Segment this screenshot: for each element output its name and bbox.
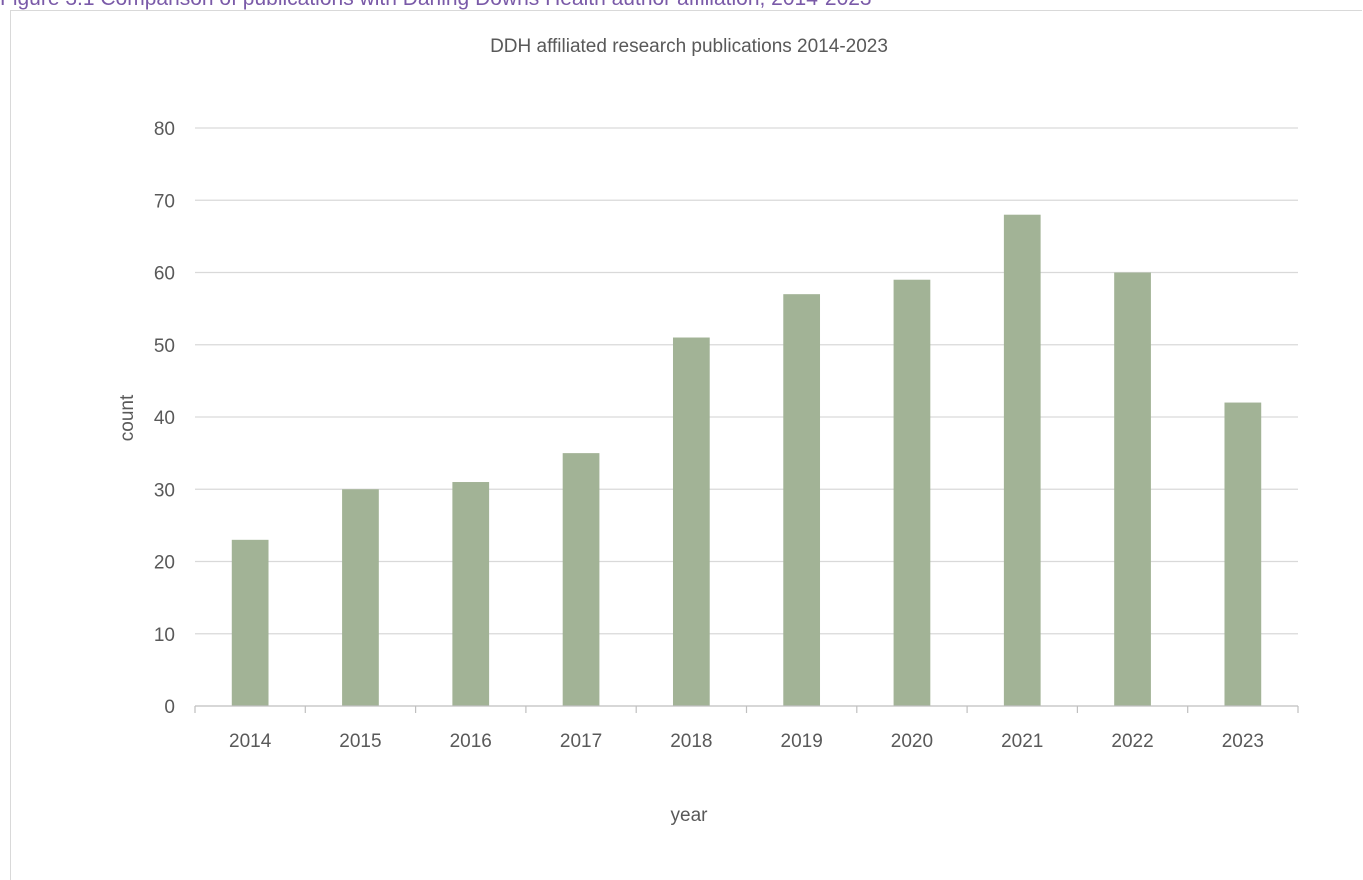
figure-caption: Figure 3.1 Comparison of publications wi…: [0, 0, 1363, 10]
y-tick-label: 20: [154, 553, 175, 574]
x-tick-label: 2022: [1111, 731, 1153, 752]
bars: [231, 214, 1262, 706]
x-tick-label: 2017: [560, 731, 602, 752]
gridlines: [195, 127, 1298, 635]
bar-2022: [1114, 272, 1151, 706]
bar-2017: [562, 453, 600, 706]
y-tick-label: 60: [154, 264, 175, 285]
x-tick-label: 2015: [339, 731, 381, 752]
bar-2020: [893, 279, 931, 706]
y-tick-label: 70: [154, 191, 175, 212]
bar-2023: [1224, 402, 1262, 706]
y-tick-label: 50: [154, 336, 175, 357]
y-tick-label: 0: [164, 697, 175, 718]
bar-2016: [452, 482, 490, 706]
x-axis-title: year: [671, 805, 709, 826]
axes: [194, 705, 1299, 713]
y-axis-title: count: [117, 394, 138, 441]
y-tick-label: 30: [154, 480, 175, 501]
bar-2014: [231, 539, 269, 706]
x-tick-label: 2018: [670, 731, 712, 752]
x-tick-label: 2023: [1222, 731, 1264, 752]
x-tick-labels: 2014 2015 2016 2017 2018 2019 2020 2021 2022 2023: [229, 731, 1264, 752]
bar-2015: [342, 489, 379, 706]
chart-area: [10, 10, 1362, 880]
y-tick-label: 80: [154, 119, 175, 140]
x-tick-label: 2021: [1001, 731, 1043, 752]
x-tick-label: 2020: [891, 731, 933, 752]
x-tick-label: 2016: [450, 731, 492, 752]
x-tick-label: 2019: [781, 731, 823, 752]
bar-2019: [783, 294, 821, 706]
y-tick-label: 40: [154, 408, 175, 429]
y-tick-labels: 0 10 20 30 40 50 60 70 80: [154, 119, 175, 718]
chart-title: DDH affiliated research publications 201…: [490, 36, 888, 57]
x-tick-label: 2014: [229, 731, 272, 752]
y-tick-label: 10: [154, 625, 175, 646]
bar-2021: [1003, 214, 1041, 706]
bar-2018: [672, 337, 710, 706]
